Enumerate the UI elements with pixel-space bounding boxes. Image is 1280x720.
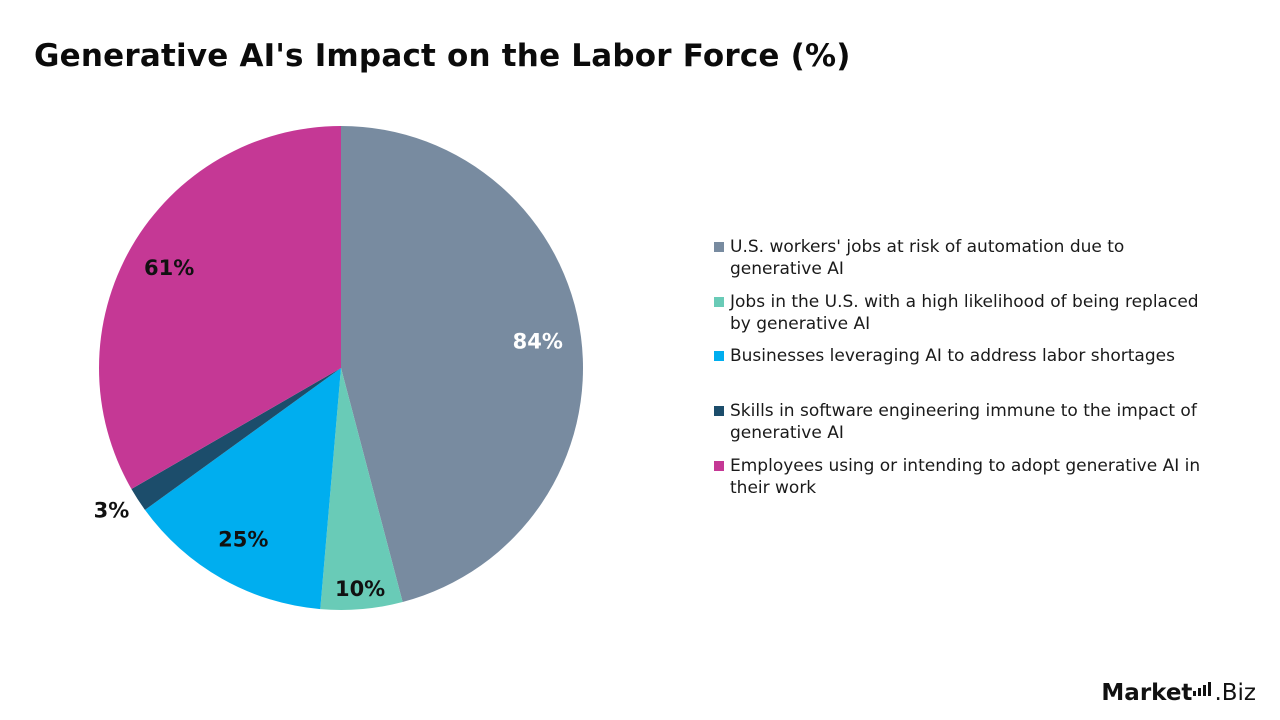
legend-label: Businesses leveraging AI to address labo… [730, 346, 1175, 366]
slice-software-skills[interactable] [131, 368, 341, 510]
legend-item-employees-adopting[interactable]: Employees using or intending to adopt ge… [714, 455, 1220, 499]
legend-label: Jobs in the U.S. with a high likelihood … [730, 292, 1199, 334]
legend-swatch [714, 297, 724, 307]
legend-swatch [714, 351, 724, 361]
pie-chart: 84% 10% 25% 3% 61% [94, 126, 583, 610]
legend-swatch [714, 242, 724, 252]
brand-logo: Market .Biz [1101, 680, 1256, 706]
data-label-10: 10% [335, 577, 385, 601]
data-label-84: 84% [513, 330, 563, 354]
data-label-25: 25% [218, 528, 268, 552]
bar-chart-icon [1193, 682, 1213, 696]
brand-name: Market [1101, 680, 1193, 706]
legend-swatch [714, 461, 724, 471]
data-label-3: 3% [94, 499, 130, 523]
slice-labor-shortages[interactable] [144, 368, 341, 610]
legend-item-jobs-at-risk[interactable]: U.S. workers' jobs at risk of automation… [714, 236, 1220, 280]
slice-jobs-at-risk[interactable] [341, 126, 583, 603]
chart-title: Generative AI's Impact on the Labor Forc… [34, 38, 851, 74]
legend-swatch [714, 406, 724, 416]
legend-label: U.S. workers' jobs at risk of automation… [730, 237, 1125, 279]
slice-jobs-replaced[interactable] [320, 368, 403, 610]
legend-item-labor-shortages[interactable]: Businesses leveraging AI to address labo… [714, 345, 1220, 367]
legend-item-jobs-replaced[interactable]: Jobs in the U.S. with a high likelihood … [714, 291, 1220, 335]
brand-suffix: .Biz [1214, 680, 1256, 706]
data-label-61: 61% [144, 256, 194, 280]
legend-label: Employees using or intending to adopt ge… [730, 456, 1201, 498]
legend-item-software-skills[interactable]: Skills in software engineering immune to… [714, 400, 1220, 444]
legend-label: Skills in software engineering immune to… [730, 401, 1197, 443]
slice-employees-adopting[interactable] [99, 126, 341, 489]
